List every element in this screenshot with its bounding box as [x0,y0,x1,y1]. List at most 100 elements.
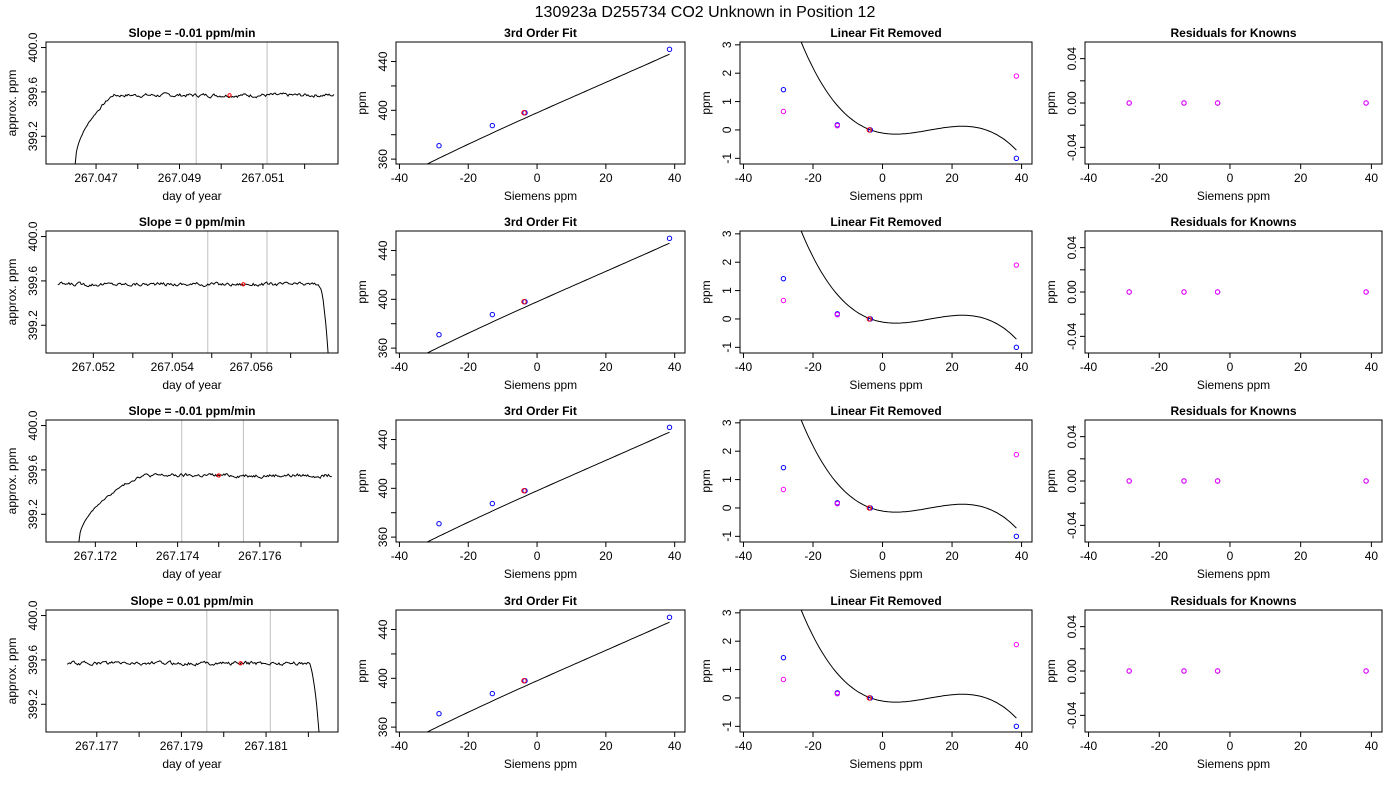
x-tick-label: -20 [804,171,822,185]
y-tick-label: 0 [720,315,734,322]
x-axis-label: day of year [162,567,221,581]
data-point [1181,478,1187,484]
x-axis-label: Siemens ppm [849,378,922,392]
plot-area [780,420,1020,540]
x-tick-label: -20 [460,360,478,374]
y-axis-label: ppm [1044,91,1058,114]
y-axis-label: ppm [1044,659,1058,682]
panel-title: 3rd Order Fit [504,215,577,229]
plot-area [1126,100,1369,106]
y-tick-label: 400 [376,668,390,688]
data-point [1126,100,1132,106]
panel: Residuals for Knowns -40 -20 0 20 40 -0.04 0.00… [1044,594,1383,771]
panel: Residuals for Knowns -40 -20 0 20 40 -0.04 0.00… [1044,404,1383,581]
y-tick-label: 399.2 [26,499,40,529]
current-point-marker [241,282,246,287]
x-axis-label: Siemens ppm [504,189,577,203]
panel-title: Slope = -0.01 ppm/min [128,26,255,40]
y-tick-label: 3 [720,609,734,616]
y-tick-label: 440 [376,240,390,260]
y-tick-label: 400.0 [26,410,40,440]
panel: Slope = -0.01 ppm/min 267.047 267.049 267.0… [5,26,339,203]
y-tick-label: 400.0 [26,32,40,62]
panel: Residuals for Knowns -40 -20 0 20 40 -0.04 0.00… [1044,215,1383,392]
x-tick-label: -20 [460,171,478,185]
x-tick-label: -20 [1151,360,1169,374]
x-tick-label: 0 [1227,360,1234,374]
series-line [57,281,329,353]
x-tick-label: -40 [391,549,409,563]
x-tick-label: 0 [534,739,541,753]
data-point [780,297,787,304]
x-tick-label: -20 [460,549,478,563]
plot-area [780,42,1020,162]
x-tick-label: 0 [1227,739,1234,753]
y-axis-label: approx. ppm [5,638,19,705]
panel: Linear Fit Removed -40 -20 0 20 40 -1 0 1 2 3 Sieme… [699,404,1033,581]
x-tick-label: 0 [879,171,886,185]
x-tick-label: 40 [668,360,682,374]
x-tick-label: 0 [534,171,541,185]
x-tick-label: -20 [804,360,822,374]
data-point [489,500,496,507]
x-tick-label: 267.047 [74,171,118,185]
x-tick-label: -40 [391,171,409,185]
data-point [834,122,841,129]
plot-area [780,231,1020,351]
data-point [780,676,787,683]
x-tick-label: 40 [1015,171,1029,185]
x-tick-label: 267.174 [156,549,200,563]
x-tick-label: 267.177 [75,739,119,753]
y-tick-label: 3 [720,41,734,48]
fit-curve [426,431,670,542]
y-axis-label: ppm [1044,280,1058,303]
plot-box [395,41,686,165]
y-axis-label: approx. ppm [5,448,19,515]
x-tick-label: 20 [945,171,959,185]
x-tick-label: 267.051 [241,171,285,185]
x-tick-label: 0 [879,739,886,753]
x-tick-label: 40 [1015,739,1029,753]
x-axis-label: Siemens ppm [504,567,577,581]
y-tick-label: -1 [720,721,734,732]
x-tick-label: 40 [1365,549,1379,563]
x-tick-label: 0 [879,549,886,563]
y-tick-label: -0.04 [1065,133,1079,161]
y-tick-label: 0 [720,504,734,511]
y-tick-label: 1 [720,287,734,294]
current-point-marker [227,93,232,98]
x-tick-label: 40 [1365,739,1379,753]
plot-area [66,660,320,732]
series-line [66,660,320,732]
panel: Slope = -0.01 ppm/min 267.172 267.174 267.1… [5,404,339,581]
data-point [1013,723,1020,730]
panel-title: Slope = 0 ppm/min [139,215,245,229]
x-tick-label: 40 [1015,360,1029,374]
x-tick-label: -40 [1080,739,1098,753]
x-tick-label: 20 [599,171,613,185]
x-tick-label: -40 [1080,549,1098,563]
x-tick-label: 40 [668,739,682,753]
data-point [1181,668,1187,674]
plot-area [426,614,673,732]
y-tick-label: 360 [376,717,390,737]
fit-curve [800,231,1017,340]
x-axis-label: day of year [162,189,221,203]
x-tick-label: 40 [668,549,682,563]
y-axis-label: ppm [699,659,713,682]
current-point-marker [238,661,243,666]
x-tick-label: -40 [391,360,409,374]
data-point [489,690,496,697]
x-tick-label: 20 [1294,739,1308,753]
data-point [521,488,527,494]
x-tick-label: -40 [735,739,753,753]
y-tick-label: 400.0 [26,600,40,630]
fit-curve [800,420,1017,529]
panel-title: Linear Fit Removed [830,594,941,608]
data-point [1363,478,1369,484]
y-tick-label: 2 [720,70,734,77]
panel: 3rd Order Fit -40 -20 0 20 40 360 400 440 Siemens… [355,404,686,581]
data-point [866,695,873,701]
x-tick-label: 267.176 [238,549,282,563]
y-tick-label: 440 [376,429,390,449]
